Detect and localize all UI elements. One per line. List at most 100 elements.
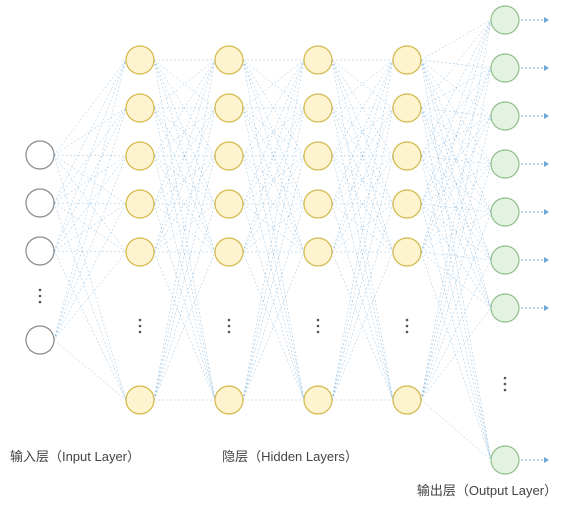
edge bbox=[421, 60, 491, 460]
edge bbox=[54, 156, 126, 340]
edge bbox=[332, 204, 393, 400]
input-node bbox=[26, 141, 54, 169]
input-node bbox=[26, 189, 54, 217]
output-node bbox=[491, 246, 519, 274]
hidden2-node bbox=[215, 94, 243, 122]
edge bbox=[421, 68, 491, 156]
edge bbox=[54, 108, 126, 340]
input-node bbox=[26, 237, 54, 265]
hidden4-node bbox=[393, 46, 421, 74]
output-arrowhead bbox=[544, 17, 549, 23]
output-node bbox=[491, 54, 519, 82]
output-arrowhead bbox=[544, 161, 549, 167]
input-node bbox=[26, 326, 54, 354]
output-node bbox=[491, 198, 519, 226]
output-arrowhead bbox=[544, 457, 549, 463]
edge bbox=[54, 204, 126, 251]
ellipsis-dot bbox=[39, 289, 42, 292]
edge bbox=[421, 252, 491, 460]
output-node bbox=[491, 294, 519, 322]
hidden2-node bbox=[215, 46, 243, 74]
output-label: 输出层（Output Layer） bbox=[417, 483, 557, 498]
ellipsis-dot bbox=[317, 319, 320, 322]
edge bbox=[421, 212, 491, 400]
output-arrowhead bbox=[544, 113, 549, 119]
edge bbox=[421, 164, 491, 252]
edge bbox=[421, 204, 491, 308]
edge bbox=[421, 20, 491, 60]
hidden4-node bbox=[393, 142, 421, 170]
edge bbox=[421, 212, 491, 252]
ellipsis-dot bbox=[139, 325, 142, 328]
input-label: 输入层（Input Layer） bbox=[10, 449, 140, 464]
edge bbox=[421, 116, 491, 400]
ellipsis-dot bbox=[406, 331, 409, 334]
edge bbox=[421, 156, 491, 460]
hidden4-node bbox=[393, 190, 421, 218]
edge bbox=[421, 108, 491, 460]
hidden3-node bbox=[304, 238, 332, 266]
edge bbox=[421, 20, 491, 252]
hidden4-node bbox=[393, 94, 421, 122]
edge bbox=[54, 252, 126, 340]
output-node bbox=[491, 150, 519, 178]
ellipsis-dot bbox=[504, 383, 507, 386]
hidden3-node bbox=[304, 190, 332, 218]
ellipsis-dot bbox=[39, 301, 42, 304]
ellipsis-dot bbox=[228, 325, 231, 328]
ellipsis-dot bbox=[406, 325, 409, 328]
hidden2-node bbox=[215, 238, 243, 266]
edge bbox=[421, 164, 491, 400]
edge bbox=[421, 308, 491, 400]
ellipsis-dot bbox=[406, 319, 409, 322]
output-node bbox=[491, 6, 519, 34]
edge bbox=[54, 60, 126, 340]
edge bbox=[54, 108, 126, 251]
edge bbox=[243, 204, 304, 400]
output-node bbox=[491, 102, 519, 130]
output-arrowhead bbox=[544, 209, 549, 215]
edge bbox=[332, 204, 393, 400]
edge bbox=[54, 203, 126, 252]
hidden2-node bbox=[215, 190, 243, 218]
hidden3-node bbox=[304, 386, 332, 414]
ellipsis-dot bbox=[504, 377, 507, 380]
hidden1-node bbox=[126, 238, 154, 266]
output-arrowhead bbox=[544, 257, 549, 263]
output-arrowhead bbox=[544, 305, 549, 311]
edge bbox=[421, 20, 491, 108]
edge bbox=[421, 252, 491, 308]
edge bbox=[243, 204, 304, 400]
hidden1-node bbox=[126, 142, 154, 170]
edge bbox=[54, 155, 126, 400]
edge bbox=[421, 204, 491, 460]
neural-network-diagram: 输入层（Input Layer） 隐层（Hidden Layers） 输出层（Out… bbox=[0, 0, 566, 510]
edge bbox=[421, 20, 491, 400]
hidden4-node bbox=[393, 386, 421, 414]
hidden2-node bbox=[215, 386, 243, 414]
edge bbox=[54, 251, 126, 252]
edge bbox=[54, 251, 126, 400]
ellipsis-dot bbox=[504, 389, 507, 392]
edge bbox=[54, 60, 126, 203]
ellipsis-dot bbox=[139, 331, 142, 334]
ellipsis-dot bbox=[39, 295, 42, 298]
ellipsis-dot bbox=[317, 325, 320, 328]
edge bbox=[54, 60, 126, 155]
hidden1-node bbox=[126, 386, 154, 414]
edges-group bbox=[54, 20, 491, 460]
hidden1-node bbox=[126, 94, 154, 122]
edge bbox=[421, 260, 491, 400]
ellipsis-dot bbox=[139, 319, 142, 322]
output-arrowhead bbox=[544, 65, 549, 71]
hidden3-node bbox=[304, 94, 332, 122]
edge bbox=[154, 204, 215, 400]
output-node bbox=[491, 446, 519, 474]
hidden3-label: 隐层（Hidden Layers） bbox=[222, 449, 358, 464]
hidden2-node bbox=[215, 142, 243, 170]
hidden1-node bbox=[126, 46, 154, 74]
ellipsis-dot bbox=[228, 331, 231, 334]
edge bbox=[421, 400, 491, 460]
edge bbox=[54, 203, 126, 400]
hidden3-node bbox=[304, 142, 332, 170]
